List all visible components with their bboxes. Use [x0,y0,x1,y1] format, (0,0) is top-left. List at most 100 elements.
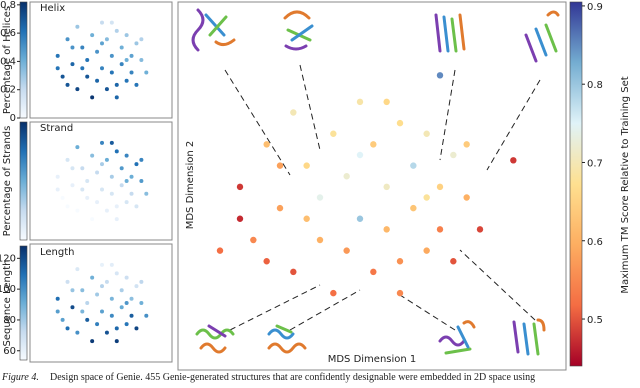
point [356,215,364,222]
point [85,74,90,79]
point [100,41,104,46]
point [410,204,417,212]
colorbar-label: Maximum TM Score Relative to Training Se… [620,76,631,293]
point [129,53,134,58]
point [90,339,95,344]
point [75,87,80,92]
point [65,326,70,331]
point [119,288,124,293]
point [100,309,104,314]
point [124,301,129,305]
point [124,78,129,83]
point [436,183,444,191]
point [65,82,70,87]
colorbar-tick-label: 0.8 [0,0,16,11]
point [423,194,430,201]
point [396,258,404,265]
point [119,62,124,67]
point [109,262,114,267]
point [236,183,244,191]
figure-caption: Design space of Genie. 455 Genie-generat… [50,372,535,383]
point [85,301,90,305]
point [114,217,119,222]
point [383,183,390,191]
point [104,87,109,92]
point [90,33,95,38]
point [263,141,270,148]
colorbar-label: Sequence Length [2,260,13,347]
point [129,313,134,318]
point [85,317,90,322]
colorbar-tick-label: 0.7 [587,158,603,169]
point [129,191,134,196]
point [109,20,114,25]
colorbar-tick-label: 0.8 [587,80,603,91]
point [330,130,337,137]
point [70,183,75,188]
point [60,74,65,79]
point [65,37,70,42]
point [276,204,284,212]
point [90,217,95,222]
point [124,33,129,38]
colorbar [569,1,583,367]
colorbar-tick-label: 120 [0,253,16,264]
point [263,258,270,265]
point [70,62,75,67]
point [75,208,80,213]
point [100,162,104,167]
colorbar-tick-label: 0.9 [587,2,603,13]
point [124,179,129,183]
point [370,268,377,276]
point [134,204,139,209]
point [450,258,457,265]
point [104,208,109,213]
point [410,162,417,169]
point [90,95,95,100]
point [236,215,244,222]
point [383,98,390,106]
point [104,157,109,162]
point [124,322,129,327]
point [316,194,324,201]
point [85,179,90,183]
point [124,275,129,280]
point [109,70,114,75]
figure-label: Figure 4. [1,372,39,383]
colorbar [19,121,28,241]
point [70,45,75,50]
point [450,151,457,159]
point [55,296,60,301]
point [109,140,114,145]
point [510,157,517,164]
point [134,284,139,289]
point [100,140,104,145]
point [139,157,144,162]
point [75,145,80,150]
point [114,204,119,209]
point [356,98,364,106]
point [463,141,470,148]
point [95,200,100,205]
point [109,296,114,301]
point [423,130,430,137]
point [383,226,390,233]
point [463,194,470,201]
point [290,268,297,276]
protein-thumbnails [191,8,560,356]
point [80,45,85,50]
point [134,82,139,87]
point [85,195,90,200]
point [80,166,85,171]
point [129,296,134,301]
point [70,166,75,171]
point [114,326,119,331]
point [124,153,129,158]
point [303,215,310,222]
point [75,267,80,272]
panel-frame [29,1,173,119]
point [134,326,139,331]
colorbar-tick-label: 60 [3,346,16,357]
colorbar [19,1,28,119]
